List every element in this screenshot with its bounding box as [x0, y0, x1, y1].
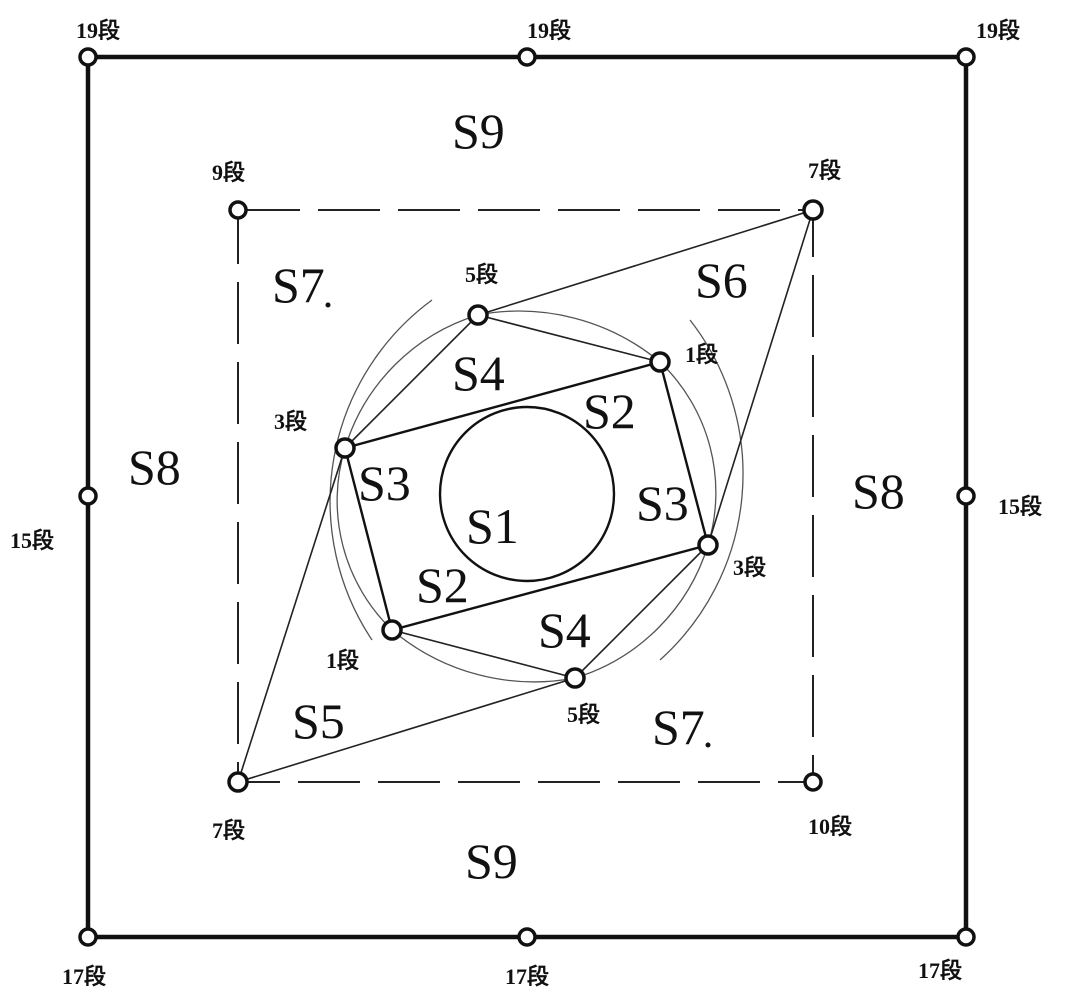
cluster-arc-lower — [391, 629, 576, 683]
hole-left-3 — [334, 437, 356, 459]
cluster-arc-lower-left — [336, 447, 393, 631]
outer-arc-right — [659, 319, 744, 661]
hole-lower-5 — [564, 667, 586, 689]
hole-lower-right-10 — [803, 772, 823, 792]
hole-lower-left-7 — [227, 771, 249, 793]
hole-lower-1 — [381, 619, 403, 641]
hole-right-15 — [956, 486, 976, 506]
hole-left-15 — [78, 486, 98, 506]
label-left-3: 3段 — [274, 409, 307, 434]
region-s6: S6 — [695, 252, 748, 308]
region-s3-right: S3 — [636, 475, 689, 531]
label-lower-1: 1段 — [326, 648, 359, 673]
label-top-right-19: 19段 — [976, 18, 1020, 43]
region-s1: S1 — [466, 498, 519, 554]
label-left-15: 15段 — [10, 528, 54, 553]
label-bottom-left-17: 17段 — [62, 964, 106, 989]
outer-frame — [85, 54, 969, 940]
region-s7-upper-left: S7 — [272, 257, 325, 313]
label-upper-right-7: 7段 — [808, 158, 841, 183]
label-bottom-center-17: 17段 — [505, 964, 549, 989]
label-lower-right-10: 10段 — [808, 814, 852, 839]
dot-s7-upper-left — [325, 302, 331, 308]
hole-upper-right-7 — [802, 199, 824, 221]
region-s2-lower: S2 — [416, 557, 469, 613]
hole-top-right-19 — [956, 47, 976, 67]
central-circle — [438, 405, 616, 583]
outer-arc-left — [329, 299, 433, 641]
hole-bottom-left-17 — [78, 927, 98, 947]
region-s4-lower: S4 — [538, 602, 591, 658]
label-upper-5: 5段 — [465, 262, 498, 287]
hole-upper-left-9 — [228, 200, 248, 220]
label-upper-left-9: 9段 — [212, 160, 245, 185]
hole-top-left-19 — [78, 47, 98, 67]
region-s9-top: S9 — [452, 103, 505, 159]
label-upper-1: 1段 — [685, 342, 718, 367]
hole-right-3 — [697, 534, 719, 556]
cluster-arc-lower-right — [574, 544, 709, 679]
region-s4-upper: S4 — [452, 345, 505, 401]
hole-upper-1 — [649, 351, 671, 373]
hole-top-center-19 — [517, 47, 537, 67]
cluster-arc-upper — [477, 310, 661, 363]
label-top-center-19: 19段 — [527, 18, 571, 43]
hole-bottom-center-17 — [517, 927, 537, 947]
dot-s7-lower-right — [705, 742, 711, 748]
label-right-3: 3段 — [733, 555, 766, 580]
cluster-arc-upper-right — [659, 361, 717, 546]
label-lower-left-7: 7段 — [212, 818, 245, 843]
region-s5: S5 — [292, 693, 345, 749]
label-top-left-19: 19段 — [76, 18, 120, 43]
region-s8-left: S8 — [128, 439, 181, 495]
region-s3-left: S3 — [358, 455, 411, 511]
region-s8-right: S8 — [852, 463, 905, 519]
region-s2-upper: S2 — [583, 383, 636, 439]
cluster-arc-upper-left — [344, 314, 479, 449]
label-bottom-right-17: 17段 — [918, 958, 962, 983]
dashed-inner-frame — [237, 209, 814, 783]
label-lower-5: 5段 — [567, 702, 600, 727]
hole-bottom-right-17 — [956, 927, 976, 947]
region-s9-bottom: S9 — [465, 833, 518, 889]
label-right-15: 15段 — [998, 494, 1042, 519]
region-s7-lower-right: S7 — [652, 699, 705, 755]
hole-upper-5 — [467, 304, 489, 326]
